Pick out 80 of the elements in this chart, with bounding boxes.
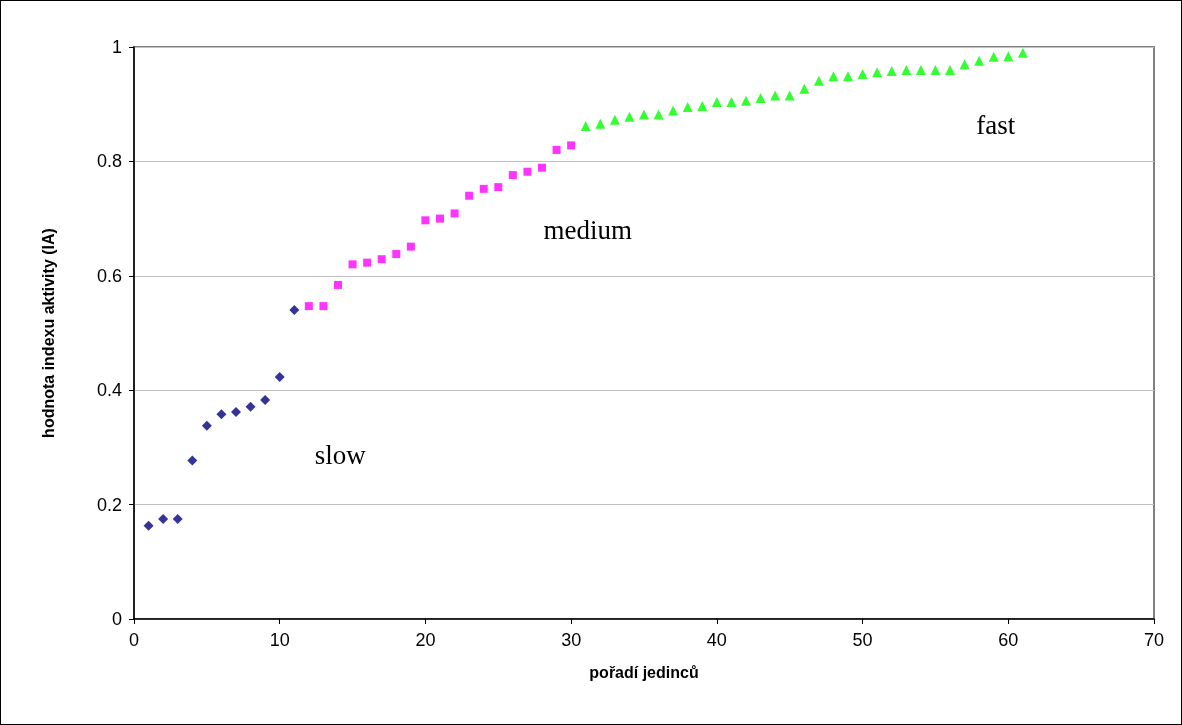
point	[741, 95, 751, 106]
y-axis-title: hodnota indexu aktivity (IA)	[39, 228, 57, 438]
point	[143, 520, 154, 531]
point	[653, 109, 664, 120]
point	[799, 83, 810, 94]
text: slow	[314, 439, 367, 470]
point	[930, 64, 941, 75]
point	[988, 51, 999, 62]
point	[872, 67, 883, 78]
point	[609, 114, 620, 125]
point	[158, 513, 169, 524]
point	[508, 171, 517, 180]
point	[363, 258, 372, 267]
point	[595, 118, 606, 129]
point	[392, 250, 401, 259]
point	[523, 167, 532, 176]
point	[639, 109, 649, 120]
point	[726, 96, 737, 107]
point	[421, 216, 430, 225]
point	[915, 64, 926, 75]
x-tick-label: 40	[706, 630, 727, 650]
series-label: fast	[976, 109, 1016, 140]
point	[348, 260, 357, 269]
y-tick-label: 0.6	[96, 265, 122, 286]
point	[274, 372, 285, 383]
x-tick-label: 0	[128, 630, 140, 650]
point	[567, 141, 576, 150]
point	[959, 59, 970, 70]
point	[945, 64, 955, 75]
point	[172, 513, 183, 524]
x-tick-label: 20	[415, 630, 436, 650]
point	[828, 71, 839, 82]
point	[231, 406, 241, 417]
point	[538, 163, 546, 172]
point	[974, 55, 985, 66]
point	[755, 92, 766, 103]
point	[479, 184, 488, 193]
point	[813, 75, 824, 86]
series-label: medium	[543, 215, 633, 246]
x-tick-label: 60	[998, 630, 1019, 650]
point	[711, 96, 722, 107]
point	[624, 111, 635, 122]
point	[377, 255, 386, 264]
y-tick-label: 0.8	[96, 151, 122, 172]
point	[668, 105, 679, 116]
point	[1017, 47, 1028, 58]
point	[216, 409, 227, 420]
point	[843, 71, 853, 82]
point	[260, 394, 271, 405]
point	[450, 209, 459, 218]
x-tick-label: 30	[561, 630, 582, 650]
point	[857, 68, 868, 79]
point	[552, 145, 561, 154]
point	[289, 305, 300, 316]
x-tick-label: 50	[852, 630, 873, 650]
point	[580, 120, 591, 131]
y-tick-label: 0.2	[96, 494, 122, 515]
point	[334, 280, 342, 289]
point	[697, 100, 708, 111]
point	[784, 90, 795, 101]
point	[319, 302, 328, 311]
point	[770, 90, 781, 101]
point	[245, 401, 256, 412]
x-axis-title: pořadí jedinců	[589, 663, 699, 681]
point	[465, 191, 474, 200]
x-tick-label: 10	[269, 630, 290, 650]
point	[901, 64, 912, 75]
x-tick-label: 70	[1143, 630, 1165, 650]
y-tick-label: 0	[111, 609, 122, 629]
point	[187, 455, 198, 466]
point	[886, 66, 897, 77]
y-tick-label: 1	[111, 37, 122, 57]
point	[304, 302, 313, 311]
point	[201, 420, 212, 431]
y-tick-label: 0.4	[96, 380, 122, 401]
point	[406, 242, 415, 251]
point	[494, 183, 503, 192]
point	[1003, 51, 1014, 62]
point	[436, 214, 444, 223]
point	[682, 102, 693, 113]
